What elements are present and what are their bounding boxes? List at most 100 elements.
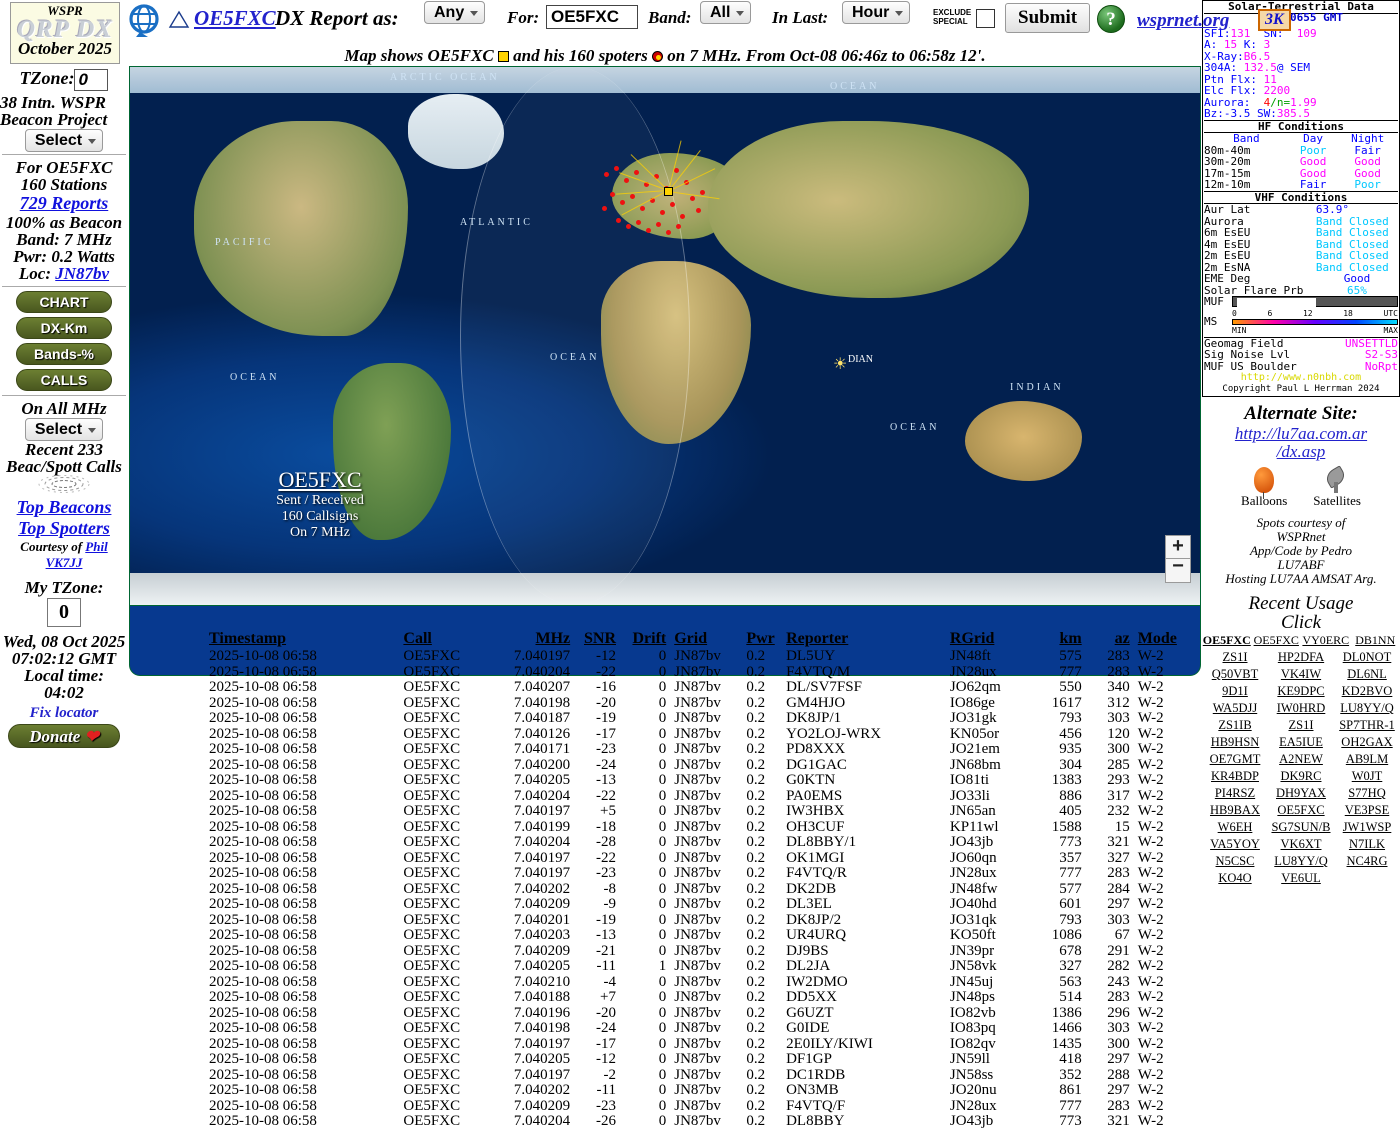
recent-call[interactable]: EA5IUE xyxy=(1268,734,1334,751)
recent-call[interactable]: LU8YY/Q xyxy=(1334,700,1400,717)
th-mode[interactable]: Mode xyxy=(1134,630,1195,649)
dxkm-button[interactable]: DX-Km xyxy=(16,317,112,339)
recent-call[interactable]: KR4BDP xyxy=(1202,768,1268,785)
recent-call[interactable]: DL0NOT xyxy=(1334,649,1400,666)
zoom-out-button[interactable]: − xyxy=(1165,559,1191,583)
balloons-link[interactable]: Balloons xyxy=(1241,467,1287,509)
recent-call[interactable]: A2NEW xyxy=(1268,751,1334,768)
world-map[interactable]: ARCTIC OCEAN OCEAN ATLANTIC PACIFIC OCEA… xyxy=(129,66,1201,606)
tzone-input[interactable]: 0 xyxy=(74,69,108,91)
recent-call[interactable]: DH9YAX xyxy=(1268,785,1334,802)
recent-call[interactable]: ZS1I xyxy=(1202,649,1268,666)
fix-locator-link[interactable]: Fix locator xyxy=(0,705,128,722)
th-call[interactable]: Call xyxy=(399,630,484,649)
recent-call[interactable]: KD2BVO xyxy=(1334,683,1400,700)
recent-call[interactable]: ZS1I xyxy=(1268,717,1334,734)
recent-call[interactable]: KO4O xyxy=(1202,870,1268,887)
exclude-special-checkbox[interactable] xyxy=(976,9,995,28)
recent-call[interactable]: VK6XT xyxy=(1268,836,1334,853)
bands-pct-button[interactable]: Bands-% xyxy=(16,343,112,365)
beacon-select[interactable]: Select xyxy=(25,129,103,152)
recent-call[interactable]: S77HQ xyxy=(1334,785,1400,802)
qrp-dx-logo[interactable]: WSPR QRP DX October 2025 xyxy=(10,2,120,64)
recent-call[interactable]: NC4RG xyxy=(1334,853,1400,870)
recent-call[interactable]: OE7GMT xyxy=(1202,751,1268,768)
recent-call[interactable]: IW0HRD xyxy=(1268,700,1334,717)
n0nbh-url[interactable]: http://www.n0nbh.com xyxy=(1204,372,1398,384)
th-snr[interactable]: SNR xyxy=(574,630,620,649)
top-beacons-link[interactable]: Top Beacons xyxy=(0,497,128,518)
recent-call[interactable]: VA5YOY xyxy=(1202,836,1268,853)
as-select[interactable]: Any xyxy=(424,4,485,22)
th-grid[interactable]: Grid xyxy=(670,630,742,649)
recent-call[interactable]: N7ILK xyxy=(1334,836,1400,853)
for-input[interactable]: OE5FXC xyxy=(546,5,638,29)
recent-call[interactable]: W0JT xyxy=(1334,768,1400,785)
th-mhz[interactable]: MHz xyxy=(485,630,575,649)
th-pwr[interactable]: Pwr xyxy=(742,630,782,649)
recent-call[interactable]: PI4RSZ xyxy=(1202,785,1268,802)
recent-call[interactable]: VE6UL xyxy=(1268,870,1334,887)
recent-call[interactable]: JW1WSP xyxy=(1334,819,1400,836)
recent-call[interactable]: VY0ERC xyxy=(1301,632,1351,649)
recent-call[interactable]: KE9DPC xyxy=(1268,683,1334,700)
top-spotters-link[interactable]: Top Spotters xyxy=(0,518,128,539)
recent-call[interactable]: OE5FXC xyxy=(1202,632,1252,649)
recent-call[interactable]: W6EH xyxy=(1202,819,1268,836)
allmhz-select[interactable]: Select xyxy=(25,418,103,441)
satellites-link[interactable]: Satellites xyxy=(1313,467,1361,509)
recent-call[interactable]: SP7THR-1 xyxy=(1334,717,1400,734)
recent-call[interactable]: ZS1IB xyxy=(1202,717,1268,734)
th-rgrid[interactable]: RGrid xyxy=(946,630,1027,649)
recent-call[interactable]: VK4IW xyxy=(1268,666,1334,683)
recent-call[interactable]: N5CSC xyxy=(1202,853,1268,870)
alternate-site-url-l1[interactable]: http://lu7aa.com.ar xyxy=(1202,425,1400,443)
recent-call[interactable]: LU8YY/Q xyxy=(1268,853,1334,870)
recent-call[interactable]: DL6NL xyxy=(1334,666,1400,683)
recent-call[interactable]: SG7SUN/B xyxy=(1268,819,1334,836)
th-az[interactable]: az xyxy=(1086,630,1134,649)
th-timestamp[interactable]: Timestamp xyxy=(205,630,399,649)
band-select[interactable]: All xyxy=(700,4,751,22)
th-reporter[interactable]: Reporter xyxy=(782,630,946,649)
th-km[interactable]: km xyxy=(1027,630,1086,649)
submit-button[interactable]: Submit xyxy=(1005,3,1090,33)
recent-call[interactable]: OH2GAX xyxy=(1334,734,1400,751)
inlast-select[interactable]: Hour xyxy=(842,4,910,22)
donate-button[interactable]: Donate ❤ xyxy=(8,724,120,748)
recent-call[interactable]: OE5FXC xyxy=(1268,802,1334,819)
my-tzone-input[interactable]: 0 xyxy=(47,598,81,627)
badge-3k[interactable]: 3K xyxy=(1258,9,1291,31)
recent-call[interactable]: HP2DFA xyxy=(1268,649,1334,666)
recent-call[interactable]: 9D1I xyxy=(1202,683,1268,700)
wsprnet-link[interactable]: wsprnet.org xyxy=(1137,10,1229,32)
